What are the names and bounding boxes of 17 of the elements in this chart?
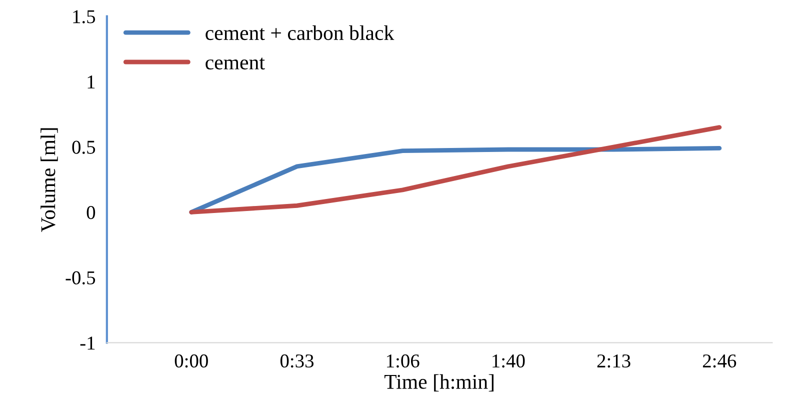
x-tick-label: 0:00	[174, 354, 208, 368]
x-tick-label: 1:06	[387, 354, 420, 368]
y-tick-label: 0.5	[72, 140, 96, 154]
y-tick-label: -1	[80, 336, 95, 350]
y-tick-label: -0.5	[66, 271, 96, 284]
y-tick-label: 1	[88, 76, 95, 88]
x-tick-label: 0:33	[280, 354, 314, 368]
x-tick-label: 2:13	[597, 354, 630, 368]
line-series	[189, 125, 722, 214]
x-tick-label: 1:40	[492, 354, 525, 368]
x-tick-label: 2:46	[702, 354, 736, 368]
y-tick-label: 0	[86, 206, 96, 220]
y-tick-label: 1.5	[73, 10, 96, 24]
y-axis-title: Volume [ml]	[40, 128, 58, 232]
legend-label: cement	[206, 58, 265, 70]
x-axis-title: Time [h:min]	[384, 374, 494, 392]
legend-label: cement + carbon black	[206, 25, 394, 40]
